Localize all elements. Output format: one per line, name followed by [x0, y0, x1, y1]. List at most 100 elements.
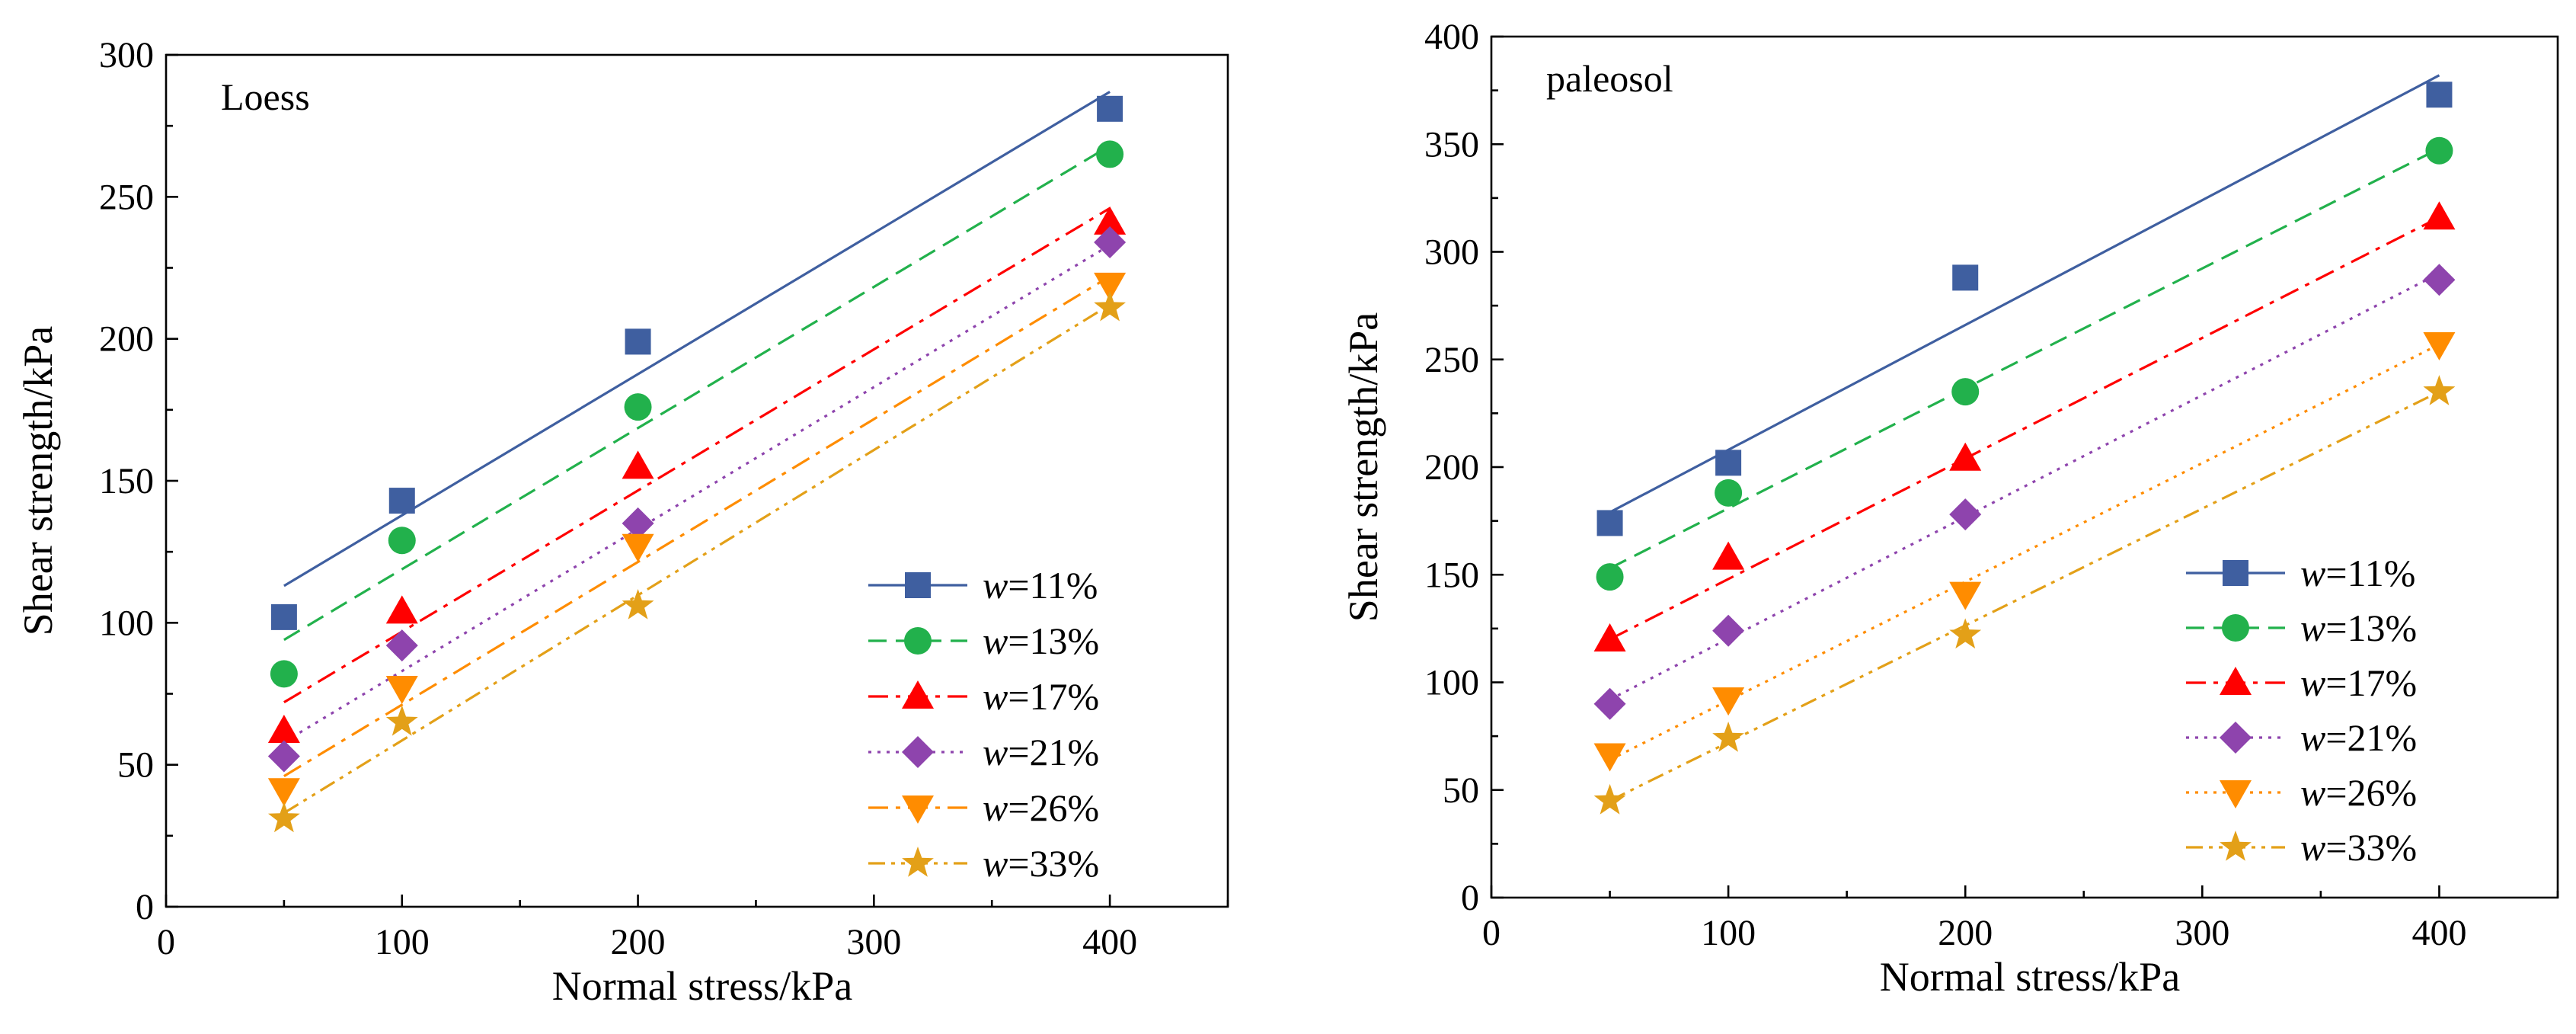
chart-0-fit-line-2 — [283, 206, 1111, 704]
chart-0-plot-frame — [165, 53, 1229, 908]
chart-1-y-tick-label-300: 300 — [1424, 232, 1479, 273]
chart-1-point-2-3 — [2423, 201, 2456, 230]
chart-0-legend-label-2: w=17% — [983, 675, 1099, 718]
chart-1-y-tick-label-400: 400 — [1424, 17, 1479, 57]
chart-paleosol: 0 100 200 300 400 0 50 100 150 200 250 300 350 400 Nor… — [1341, 17, 2559, 1000]
chart-1-plot-frame — [1490, 35, 2559, 899]
chart-0-point-0-1 — [388, 488, 415, 514]
chart-1-point-0-0 — [1596, 510, 1623, 536]
chart-1-point-3-3 — [2423, 264, 2456, 296]
chart-0-x-tick-label-0: 0 — [157, 922, 175, 962]
chart-1-legend-label-4: w=26% — [2300, 771, 2417, 814]
chart-1-point-1-0 — [1596, 563, 1624, 591]
chart-0-legend-marker-3 — [902, 736, 934, 768]
chart-1-point-1-3 — [2425, 136, 2453, 165]
chart-1-y-tick-label-50: 50 — [1443, 770, 1479, 811]
chart-1-legend-label-2: w=17% — [2300, 661, 2417, 704]
chart-1-point-0-3 — [2426, 82, 2453, 108]
chart-1-point-5-2 — [1949, 618, 1982, 649]
chart-1-legend: w=11% w=13% w=17% w=21% w=26% w=33% — [2186, 552, 2417, 869]
chart-0-point-4-0 — [267, 778, 300, 807]
chart-0-point-1-0 — [270, 660, 298, 688]
chart-1-x-tick-label-400: 400 — [2411, 913, 2466, 953]
chart-0-fit-line-1 — [283, 144, 1111, 642]
chart-1-legend-marker-0 — [2223, 560, 2248, 586]
chart-0-y-tick-label-100: 100 — [99, 603, 154, 643]
chart-0-point-5-3 — [1094, 290, 1126, 322]
chart-0-legend-marker-5 — [902, 847, 934, 877]
chart-0-legend-label-0: w=11% — [983, 564, 1098, 607]
chart-1-legend-label-0: w=11% — [2300, 552, 2415, 594]
chart-1-point-0-1 — [1715, 450, 1742, 476]
chart-1-y-axis-label: Shear strength/kPa — [1341, 312, 1386, 622]
chart-0-x-tick-label-400: 400 — [1082, 922, 1137, 962]
chart-0-point-2-2 — [622, 450, 654, 479]
chart-0-legend-marker-0 — [905, 572, 931, 598]
chart-0-point-4-3 — [1094, 272, 1127, 301]
chart-1-legend-marker-2 — [2220, 667, 2252, 695]
chart-1-point-4-2 — [1949, 581, 1982, 610]
chart-1-fit-line-1 — [1609, 147, 2440, 570]
chart-1-point-2-0 — [1593, 623, 1626, 651]
chart-0-legend-label-3: w=21% — [983, 731, 1099, 773]
chart-1-y-tick-label-100: 100 — [1424, 663, 1479, 703]
chart-0-point-2-1 — [385, 595, 418, 624]
chart-1-y-tick-label-200: 200 — [1424, 447, 1479, 488]
chart-0-point-0-0 — [270, 603, 297, 630]
chart-1-point-0-2 — [1952, 264, 1979, 291]
chart-1-x-tick-label-100: 100 — [1701, 913, 1756, 953]
chart-1-panel-title: paleosol — [1546, 57, 1673, 100]
chart-0-legend-label-1: w=13% — [983, 619, 1099, 662]
chart-0-point-5-2 — [622, 589, 654, 619]
chart-1-legend-label-3: w=21% — [2300, 716, 2417, 759]
chart-1-fit-line-3 — [1609, 272, 2440, 701]
chart-1-point-2-1 — [1712, 541, 1745, 570]
chart-0-point-1-3 — [1096, 140, 1124, 168]
chart-1-legend-marker-4 — [2220, 780, 2252, 808]
chart-0-y-tick-label-0: 0 — [136, 887, 154, 927]
chart-1-legend-marker-1 — [2222, 614, 2249, 642]
chart-1-y-tick-label-250: 250 — [1424, 340, 1479, 380]
chart-1-point-4-1 — [1712, 687, 1745, 716]
chart-1-legend-marker-3 — [2220, 722, 2252, 754]
chart-0-legend: w=11% w=13% w=17% w=21% w=26% w=33% — [868, 564, 1099, 885]
chart-0-y-axis-label: Shear strength/kPa — [15, 326, 61, 635]
chart-0-y-tick-label-300: 300 — [99, 35, 154, 75]
chart-0-legend-marker-1 — [904, 627, 932, 655]
chart-1-point-3-2 — [1949, 498, 1982, 531]
chart-0-x-tick-label-200: 200 — [611, 922, 666, 962]
chart-1-point-1-2 — [1951, 378, 1980, 406]
chart-0-legend-label-4: w=26% — [983, 786, 1099, 829]
chart-0-y-tick-label-50: 50 — [117, 745, 154, 786]
chart-0-point-3-1 — [385, 629, 418, 662]
chart-0-fit-line-4 — [283, 275, 1111, 777]
chart-0-point-3-3 — [1094, 226, 1127, 258]
chart-0-point-5-1 — [385, 705, 418, 736]
chart-0-point-1-1 — [388, 527, 416, 555]
chart-0-point-3-0 — [267, 740, 300, 773]
chart-0-legend-marker-2 — [902, 680, 934, 709]
chart-0-y-tick-label-200: 200 — [99, 319, 154, 360]
chart-0-y-tick-label-250: 250 — [99, 177, 154, 217]
chart-1-y-tick-label-350: 350 — [1424, 124, 1479, 165]
chart-0-legend-marker-4 — [902, 796, 934, 824]
chart-1-fit-line-0 — [1609, 74, 2440, 514]
chart-0-point-2-0 — [267, 714, 300, 743]
chart-0-point-1-2 — [624, 393, 652, 421]
chart-1-point-3-1 — [1712, 614, 1745, 647]
chart-0-point-4-1 — [385, 676, 418, 705]
chart-1-legend-label-1: w=13% — [2300, 607, 2417, 649]
chart-0-point-0-3 — [1097, 95, 1123, 122]
chart-1-point-2-2 — [1949, 442, 1982, 471]
chart-1-y-tick-label-150: 150 — [1424, 555, 1479, 595]
chart-1-point-1-1 — [1715, 479, 1743, 507]
chart-0-point-3-2 — [622, 507, 654, 539]
chart-1-point-4-0 — [1593, 743, 1626, 772]
chart-1-legend-label-5: w=33% — [2300, 826, 2417, 869]
chart-1-point-5-3 — [2423, 375, 2456, 405]
chart-1-y-tick-label-0: 0 — [1461, 878, 1479, 918]
chart-1-x-tick-label-0: 0 — [1482, 913, 1501, 953]
chart-0-point-4-2 — [622, 533, 654, 562]
